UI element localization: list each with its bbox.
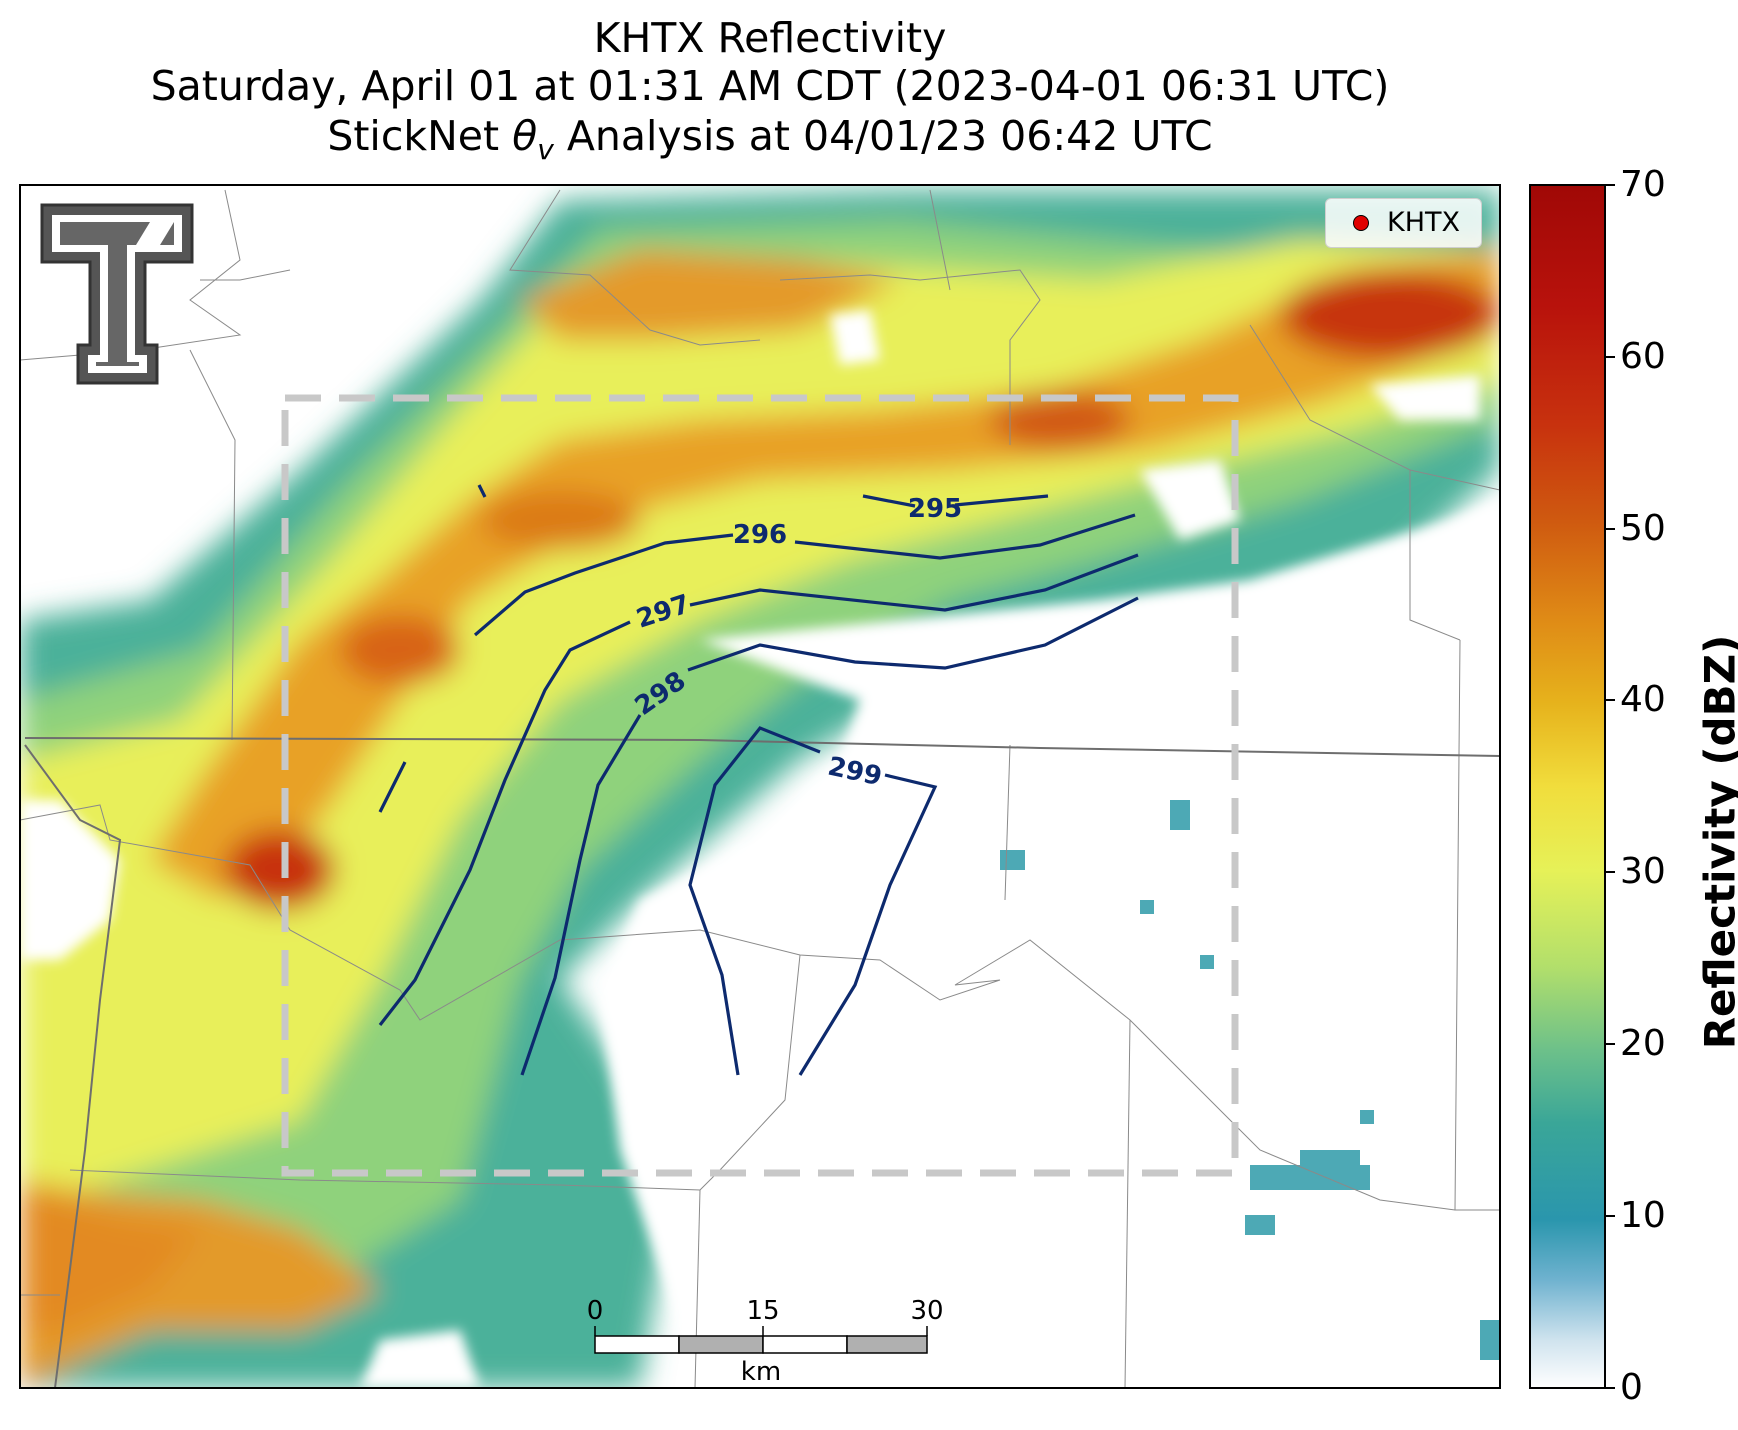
theta-symbol: θ bbox=[512, 112, 538, 160]
title-line-1: KHTX Reflectivity bbox=[593, 14, 947, 62]
scale-bar bbox=[594, 1326, 928, 1354]
county-boundaries bbox=[20, 189, 1500, 1388]
contour-299-line-b bbox=[798, 773, 938, 1076]
contour-295-line bbox=[862, 494, 916, 508]
title-line-3: StickNet θv Analysis at 04/01/23 06:42 U… bbox=[0, 112, 1540, 174]
scalebar-tick-15: 15 bbox=[746, 1296, 780, 1326]
contour-296-line bbox=[473, 533, 734, 637]
radar-marker-icon bbox=[1353, 215, 1369, 231]
map-frame bbox=[19, 184, 1501, 1389]
contour-296-line-b bbox=[794, 513, 1136, 560]
texas-tech-logo bbox=[40, 203, 194, 385]
legend-label: KHTX bbox=[1387, 207, 1460, 238]
scalebar-unit: km bbox=[740, 1357, 782, 1387]
scalebar-tick-30: 30 bbox=[910, 1296, 944, 1326]
title-line-2: Saturday, April 01 at 01:31 AM CDT (2023… bbox=[150, 62, 1390, 110]
contour-298-line-b bbox=[687, 596, 1139, 672]
contour-297-stub-b bbox=[477, 484, 487, 498]
contour-298-line bbox=[520, 714, 642, 1076]
reflectivity-field bbox=[20, 190, 1500, 1388]
colorbar-tick-50: 50 bbox=[1620, 508, 1666, 549]
contour-299-line bbox=[688, 726, 821, 1076]
contour-297-line-b bbox=[689, 553, 1139, 612]
colorbar-tick-10: 10 bbox=[1620, 1195, 1666, 1236]
contour-297-stub bbox=[378, 761, 407, 813]
scalebar-tick-0: 0 bbox=[586, 1296, 604, 1326]
state-boundaries bbox=[24, 737, 1500, 1388]
contour-label-295: 295 bbox=[908, 494, 962, 524]
contour-label-296: 296 bbox=[733, 520, 787, 550]
title-line-3-prefix: StickNet bbox=[327, 112, 513, 160]
colorbar-tick-0: 0 bbox=[1620, 1367, 1643, 1408]
contour-297-line bbox=[378, 620, 631, 1026]
contour-295-line-b bbox=[954, 494, 1049, 507]
legend-box: KHTX bbox=[1325, 198, 1482, 248]
theta-subscript: v bbox=[537, 133, 554, 167]
theta-v-contours bbox=[378, 484, 1139, 1076]
colorbar-label: Reflectivity (dBZ) bbox=[1695, 634, 1738, 1050]
colorbar-tick-30: 30 bbox=[1620, 851, 1666, 892]
colorbar-tick-40: 40 bbox=[1620, 679, 1666, 720]
colorbar-tick-60: 60 bbox=[1620, 336, 1666, 377]
title-line-3-suffix: Analysis at 04/01/23 06:42 UTC bbox=[553, 112, 1213, 160]
colorbar-tick-70: 70 bbox=[1620, 164, 1666, 205]
colorbar bbox=[1529, 184, 1615, 1389]
colorbar-tick-20: 20 bbox=[1620, 1023, 1666, 1064]
